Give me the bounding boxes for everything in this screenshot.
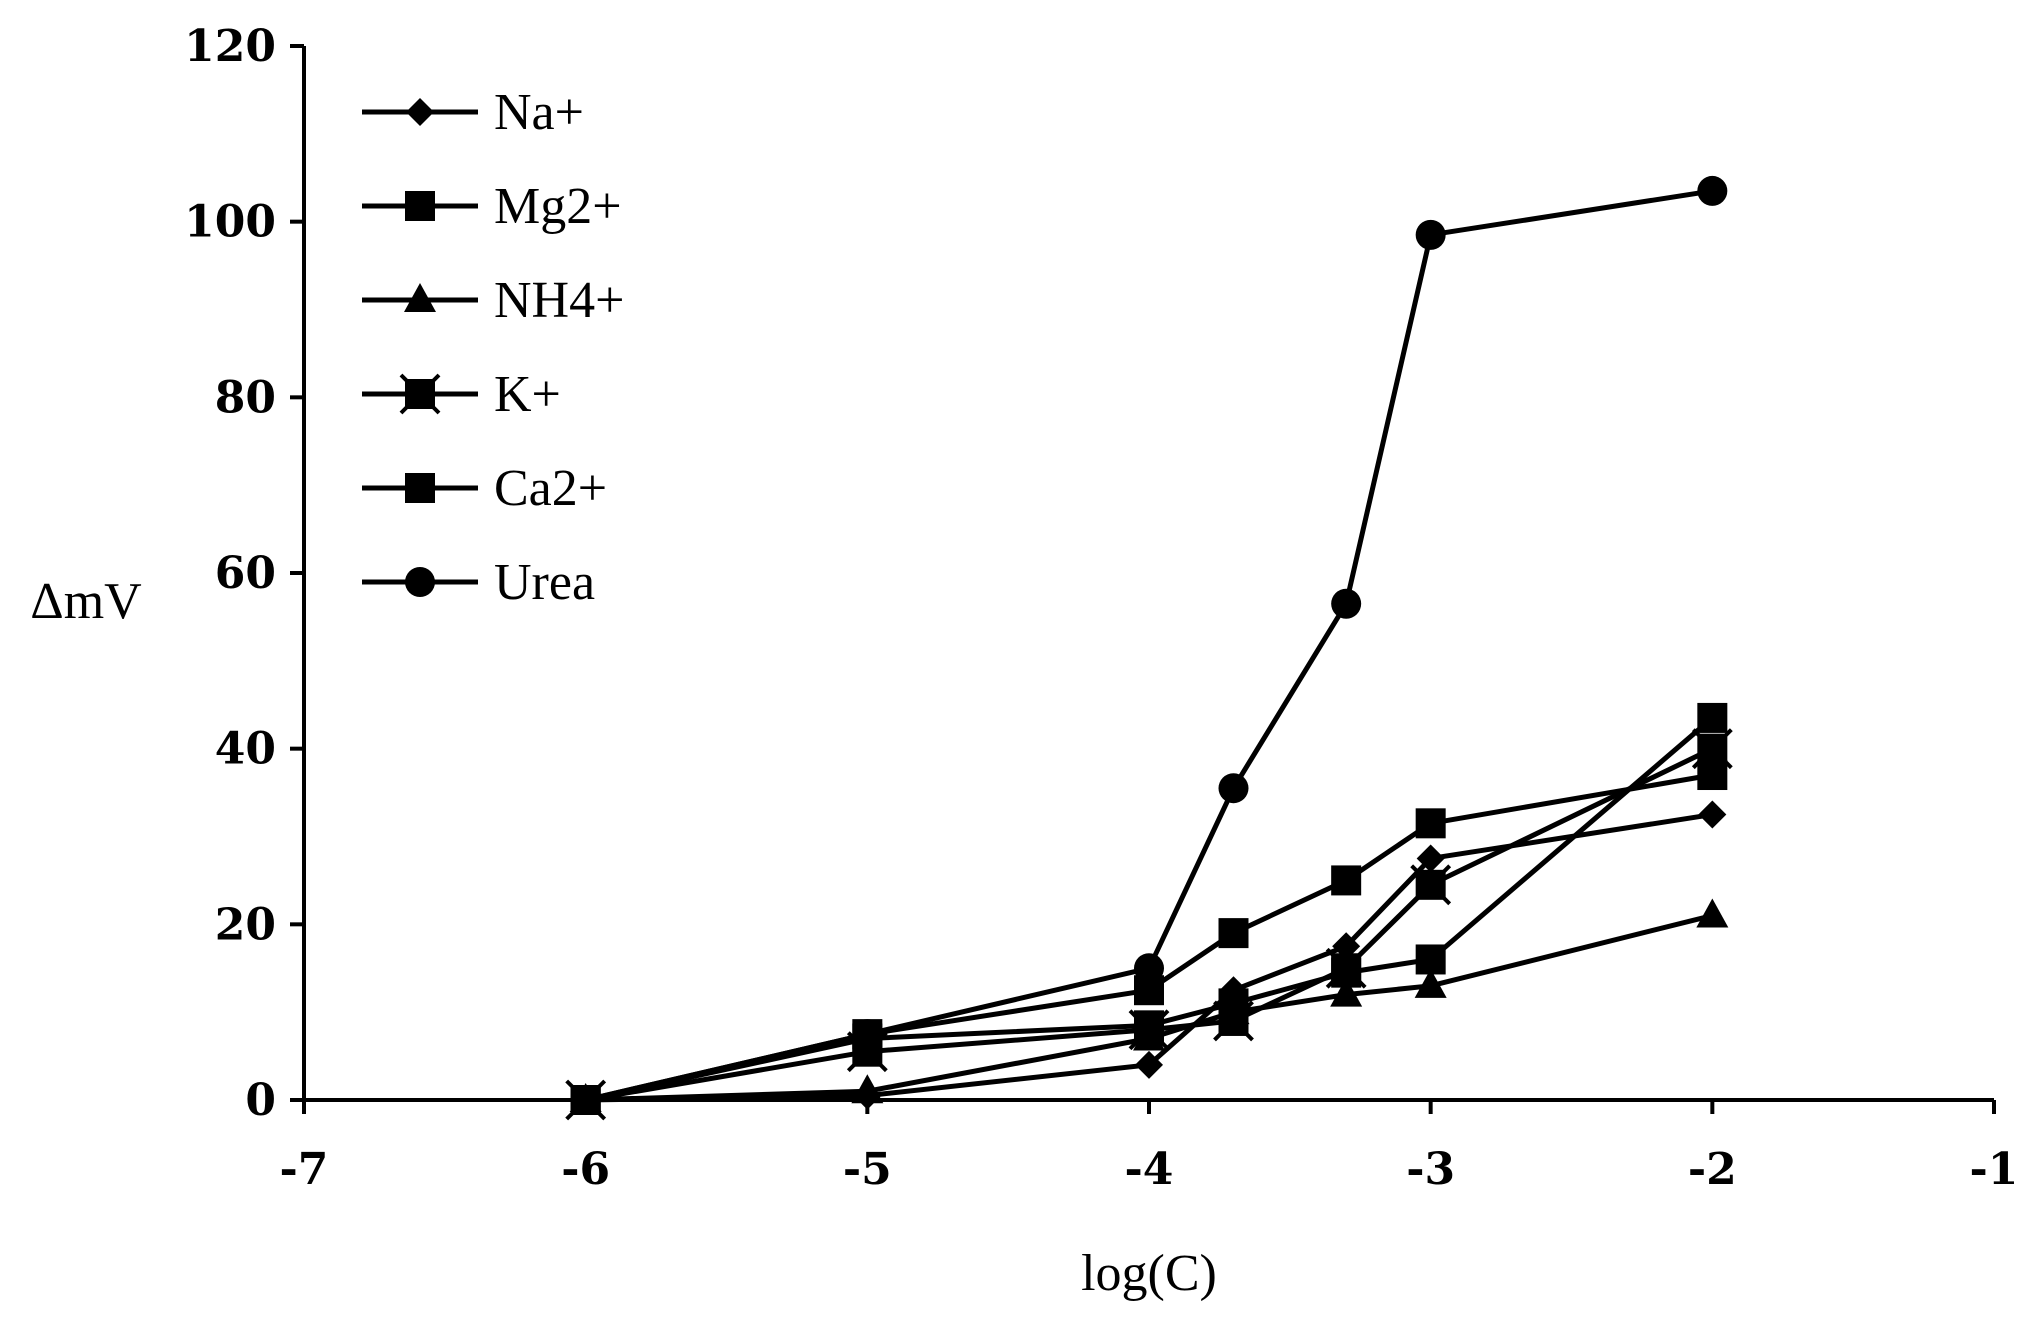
point-na: [1698, 800, 1727, 829]
legend-item-mg2: Mg2+: [362, 178, 622, 235]
point-ca2: [1218, 988, 1249, 1019]
x-tick-label: -4: [1125, 1144, 1174, 1195]
x-tick-label: -5: [843, 1144, 892, 1195]
point-urea: [1218, 773, 1249, 804]
legend-marker-k: [399, 373, 441, 415]
x-tick-label: -2: [1688, 1144, 1737, 1195]
point-urea: [1134, 953, 1164, 984]
point-nh4: [1330, 977, 1363, 1007]
legend-item-nh4: NH4+: [362, 272, 624, 329]
legend-item-k: K+: [362, 366, 561, 423]
series-urea: [570, 175, 1728, 1115]
y-axis-label: ΔmV: [30, 573, 141, 630]
point-k-cross: [1410, 864, 1452, 906]
point-urea: [852, 1019, 883, 1050]
legend-label-mg2: Mg2+: [494, 178, 622, 235]
point-mg2: [1415, 808, 1446, 839]
legend-marker-nh4: [404, 283, 436, 312]
y-tick-label: 0: [245, 1075, 276, 1126]
legend-label-nh4: NH4+: [494, 272, 624, 329]
legend-marker-ca2: [405, 473, 435, 503]
x-tick-label: -1: [1970, 1144, 2019, 1195]
x-tick-label: -3: [1406, 1144, 1455, 1195]
point-nh4: [851, 1074, 884, 1104]
point-mg2: [1697, 760, 1728, 791]
series-nh4: [569, 898, 1729, 1112]
legend-label-na: Na+: [494, 84, 584, 141]
x-tick-label: -6: [561, 1144, 610, 1195]
point-ca2: [1331, 957, 1362, 988]
y-tick-label: 80: [215, 372, 276, 423]
point-mg2: [1331, 865, 1362, 896]
point-urea: [1415, 219, 1446, 250]
legend-label-k: K+: [494, 366, 561, 423]
point-urea: [1697, 175, 1728, 206]
legend: Na+ Mg2+ NH4+ K+ Ca2+ Urea: [362, 84, 624, 611]
point-ca2: [1697, 702, 1728, 733]
legend-label-urea: Urea: [494, 554, 595, 611]
y-tick-label: 40: [215, 724, 276, 775]
legend-marker-na: [406, 98, 434, 126]
legend-item-urea: Urea: [362, 554, 595, 611]
point-ca2: [1134, 1010, 1164, 1041]
legend-marker-k-cross: [399, 373, 441, 415]
point-k: [1691, 728, 1733, 770]
point-nh4: [1696, 898, 1729, 928]
y-tick-label: 120: [184, 21, 276, 72]
point-na: [1135, 1050, 1163, 1079]
legend-marker-urea: [405, 567, 435, 597]
legend-marker-mg2: [405, 191, 435, 221]
legend-item-na: Na+: [362, 84, 584, 141]
y-tick-label: 20: [215, 899, 276, 950]
ticks: 0 20 40 60 80 100 120 -7 -6 -5 -4 -3 -2 -1: [184, 21, 2018, 1195]
point-mg2: [1218, 918, 1249, 949]
y-tick-label: 100: [184, 197, 276, 248]
x-axis-label: log(C): [1081, 1245, 1217, 1302]
point-urea: [1331, 588, 1362, 619]
legend-item-ca2: Ca2+: [362, 460, 607, 517]
point-k: [1410, 864, 1452, 906]
point-nh4: [1414, 968, 1447, 998]
y-tick-label: 60: [215, 548, 276, 599]
x-tick-label: -7: [280, 1144, 329, 1195]
point-na: [1416, 844, 1445, 873]
series-layer: [565, 175, 1733, 1121]
point-ca2: [1415, 944, 1446, 975]
point-urea: [570, 1085, 601, 1115]
point-k-cross: [1691, 728, 1733, 770]
legend-label-ca2: Ca2+: [494, 460, 607, 517]
